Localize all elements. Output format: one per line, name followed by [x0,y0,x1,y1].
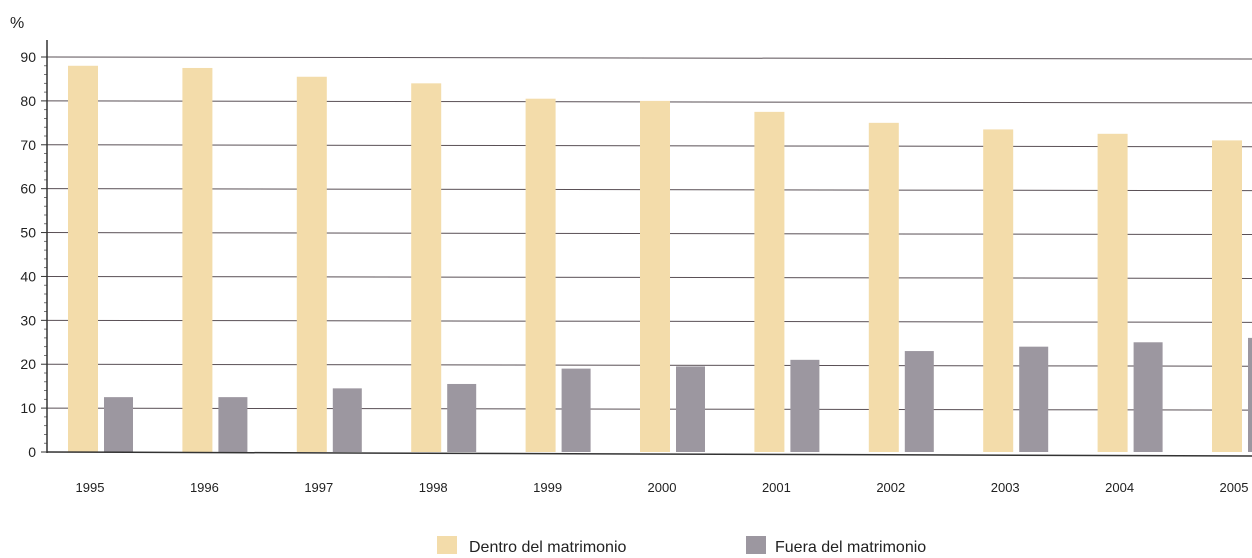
bar-fuera-del-matrimonio [218,397,248,452]
bar-fuera-del-matrimonio [561,368,591,452]
x-tick-label: 1997 [304,480,333,495]
bar-fuera-del-matrimonio [676,366,705,452]
legend-swatch [746,536,766,554]
bar-dentro-del-matrimonio [640,100,670,452]
bar-dentro-del-matrimonio [868,122,899,452]
x-tick-label: 2004 [1105,480,1134,495]
y-tick-label: 50 [20,225,36,241]
y-tick-label: 60 [20,181,36,197]
bar-fuera-del-matrimonio [447,383,477,452]
bar-dentro-del-matrimonio [411,83,442,452]
y-tick-label: 80 [20,93,36,109]
y-tick-label: 70 [20,137,36,153]
bar-fuera-del-matrimonio [1248,337,1252,452]
bar-dentro-del-matrimonio [296,76,327,452]
y-tick-label: 0 [28,444,36,460]
legend-swatch [437,536,457,554]
legend-label: Fuera del matrimonio [775,539,926,556]
y-tick-label: 30 [20,312,36,328]
y-axis-unit-label: % [10,15,24,32]
bar-fuera-del-matrimonio [1133,342,1163,452]
bar-dentro-del-matrimonio [68,65,98,453]
gridline [46,56,1252,60]
bar-fuera-del-matrimonio [332,388,362,452]
bar-dentro-del-matrimonio [983,129,1014,452]
y-tick-label: 90 [20,49,36,65]
axis-labels: 0 10 20 30 40 50 60 70 80 90 1995 1996 1997 1998 1999 2… [20,49,1248,495]
bar-dentro-del-matrimonio [1097,133,1128,453]
x-tick-label: 1999 [533,480,562,495]
bar-fuera-del-matrimonio [104,397,133,452]
x-tick-label: 2000 [648,480,677,495]
bar-fuera-del-matrimonio [1019,346,1049,452]
bar-fuera-del-matrimonio [790,359,820,452]
legend: Dentro del matrimonio Fuera del matrimoni… [437,536,926,556]
bar-dentro-del-matrimonio [182,67,213,452]
y-tick-label: 10 [20,400,36,416]
x-tick-label: 2001 [762,480,791,495]
x-tick-label: 1996 [190,480,219,495]
bar-dentro-del-matrimonio [754,111,785,452]
y-tick-label: 40 [20,268,36,284]
legend-label: Dentro del matrimonio [469,539,627,556]
bar-dentro-del-matrimonio [525,98,556,452]
y-tick-label: 20 [20,356,36,372]
axes [41,40,1252,457]
bar-fuera-del-matrimonio [904,351,934,452]
x-tick-label: 1995 [76,480,105,495]
x-tick-label: 1998 [419,480,448,495]
x-tick-label: 2002 [876,480,905,495]
bar-dentro-del-matrimonio [1212,140,1242,452]
x-tick-label: 2005 [1220,480,1249,495]
bars [68,65,1252,453]
x-tick-label: 2003 [991,480,1020,495]
x-axis-line [46,451,1252,457]
